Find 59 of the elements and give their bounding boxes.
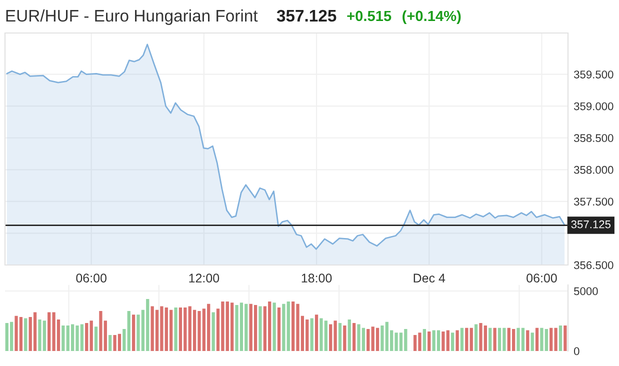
bar xyxy=(465,328,468,351)
bar xyxy=(33,312,37,351)
bar xyxy=(343,325,346,351)
bar xyxy=(132,314,136,351)
bar xyxy=(366,329,370,351)
bar xyxy=(493,328,496,351)
bar xyxy=(526,330,530,351)
bar xyxy=(258,306,262,351)
bar xyxy=(122,329,126,351)
x-tick-label: 12:00 xyxy=(189,274,220,283)
bar xyxy=(178,307,182,351)
bar xyxy=(90,320,93,351)
bar xyxy=(422,329,426,351)
bar xyxy=(272,302,276,351)
bar xyxy=(428,331,431,351)
x-tick-label: 06:00 xyxy=(526,274,557,283)
y-tick-label: 359.000 xyxy=(574,102,614,110)
bar xyxy=(277,307,281,351)
bar xyxy=(488,328,492,351)
bar xyxy=(212,312,215,351)
bar xyxy=(376,328,380,351)
bar xyxy=(352,323,356,351)
bar xyxy=(314,314,318,351)
y-tick-label: 357.500 xyxy=(574,198,614,206)
text: 357.125 xyxy=(276,10,336,22)
bar xyxy=(62,325,65,351)
bar xyxy=(436,330,440,351)
bar xyxy=(474,324,478,351)
bar xyxy=(174,307,178,351)
bar xyxy=(310,318,314,351)
x-tick-label: 06:00 xyxy=(76,274,106,283)
bar xyxy=(108,335,112,351)
y-tick-label: 0 xyxy=(574,347,580,356)
bar xyxy=(470,328,473,351)
y-tick-label: 358.000 xyxy=(574,166,614,174)
y-tick-label: 359.500 xyxy=(574,70,614,78)
bar xyxy=(558,325,562,351)
y-tick-label: 5000 xyxy=(574,287,598,296)
ref-line-label: 357.125 xyxy=(571,220,611,228)
bar xyxy=(460,328,464,351)
text: (+0.14%) xyxy=(402,10,461,24)
bar xyxy=(24,318,28,351)
bar xyxy=(564,325,567,351)
bar xyxy=(85,323,88,351)
bar xyxy=(338,323,342,351)
bar xyxy=(94,326,98,351)
bar xyxy=(535,328,539,351)
bar xyxy=(530,332,534,351)
y-tick-label: 358.500 xyxy=(574,134,614,142)
x-tick-label: 18:00 xyxy=(302,274,332,283)
chart-title: EUR/HUF - Euro Hungarian Forint xyxy=(6,9,258,25)
bar xyxy=(451,332,454,351)
bar xyxy=(348,319,351,351)
text: +0.515 xyxy=(347,10,392,22)
y-tick-label: 356.500 xyxy=(574,261,614,270)
x-tick-label: Dec 4 xyxy=(414,274,446,283)
bar xyxy=(127,311,130,351)
bar xyxy=(456,330,459,351)
bar xyxy=(254,305,258,351)
